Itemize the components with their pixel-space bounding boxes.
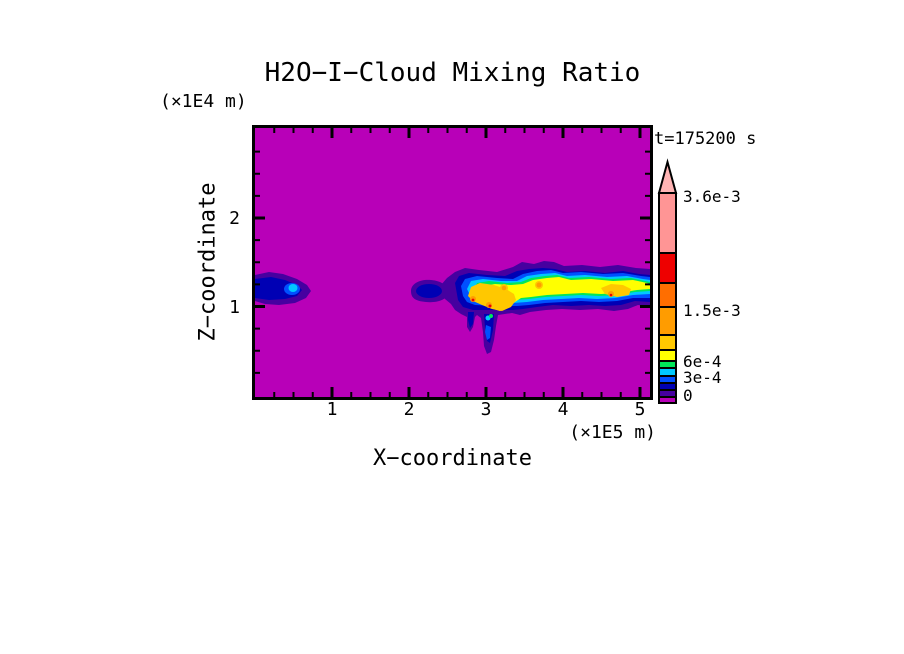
colorbar-overflow-arrow xyxy=(657,158,678,194)
chart-title: H2O−I−Cloud Mixing Ratio xyxy=(264,58,641,88)
x-axis-units-label: (×1E5 m) xyxy=(569,422,656,443)
z-tick-label: 2 xyxy=(229,208,240,229)
plot-area xyxy=(252,125,653,400)
colorbar-segment-navy xyxy=(658,382,677,391)
cloud-dot-red xyxy=(471,298,475,302)
colorbar-segment-magenta xyxy=(658,396,677,404)
cloud-contour-cyan xyxy=(288,284,298,292)
contour-plot-svg xyxy=(255,128,650,397)
colorbar-segment-indigo xyxy=(658,389,677,398)
z-axis-units-label: (×1E4 m) xyxy=(160,91,247,112)
x-tick-label: 2 xyxy=(403,399,415,420)
colorbar-segment-cyan xyxy=(658,367,677,377)
colorbar-label: 6e-4 xyxy=(683,352,722,371)
z-axis-title: Z−coordinate xyxy=(195,182,221,342)
cloud-contour-navy xyxy=(416,284,442,298)
x-tick-label: 1 xyxy=(326,399,338,420)
colorbar-label: 0 xyxy=(683,386,693,405)
colorbar-label: 3.6e-3 xyxy=(683,187,741,206)
colorbar-segment-pink xyxy=(658,192,677,254)
x-tick-label: 3 xyxy=(480,399,492,420)
z-tick-label: 1 xyxy=(229,296,240,318)
colorbar-segment-orange xyxy=(658,306,677,336)
cloud-dot-red xyxy=(609,293,613,297)
cloud-dot-red xyxy=(488,304,492,308)
colorbar-segment-yellow xyxy=(658,349,677,362)
x-tick-label: 4 xyxy=(557,399,569,420)
colorbar xyxy=(657,158,678,404)
cloud-contour-navy xyxy=(468,312,474,328)
cloud-dot-green xyxy=(489,314,493,318)
colorbar-label: 3e-4 xyxy=(683,368,722,387)
colorbar-segment-orange_dark xyxy=(658,282,677,308)
x-axis-title: X−coordinate xyxy=(373,446,532,471)
colorbar-segment-red xyxy=(658,252,677,284)
colorbar-label: 1.5e-3 xyxy=(683,301,741,320)
colorbar-segment-green xyxy=(658,360,677,369)
cloud-contour-blue xyxy=(485,325,491,340)
time-annotation: t=175200 s xyxy=(654,129,757,149)
x-tick-label: 5 xyxy=(634,399,646,420)
colorbar-segment-blue xyxy=(658,375,677,384)
cloud-dot-orange xyxy=(501,285,507,291)
colorbar-segment-gold xyxy=(658,334,677,351)
cloud-dot-orange xyxy=(536,282,542,288)
